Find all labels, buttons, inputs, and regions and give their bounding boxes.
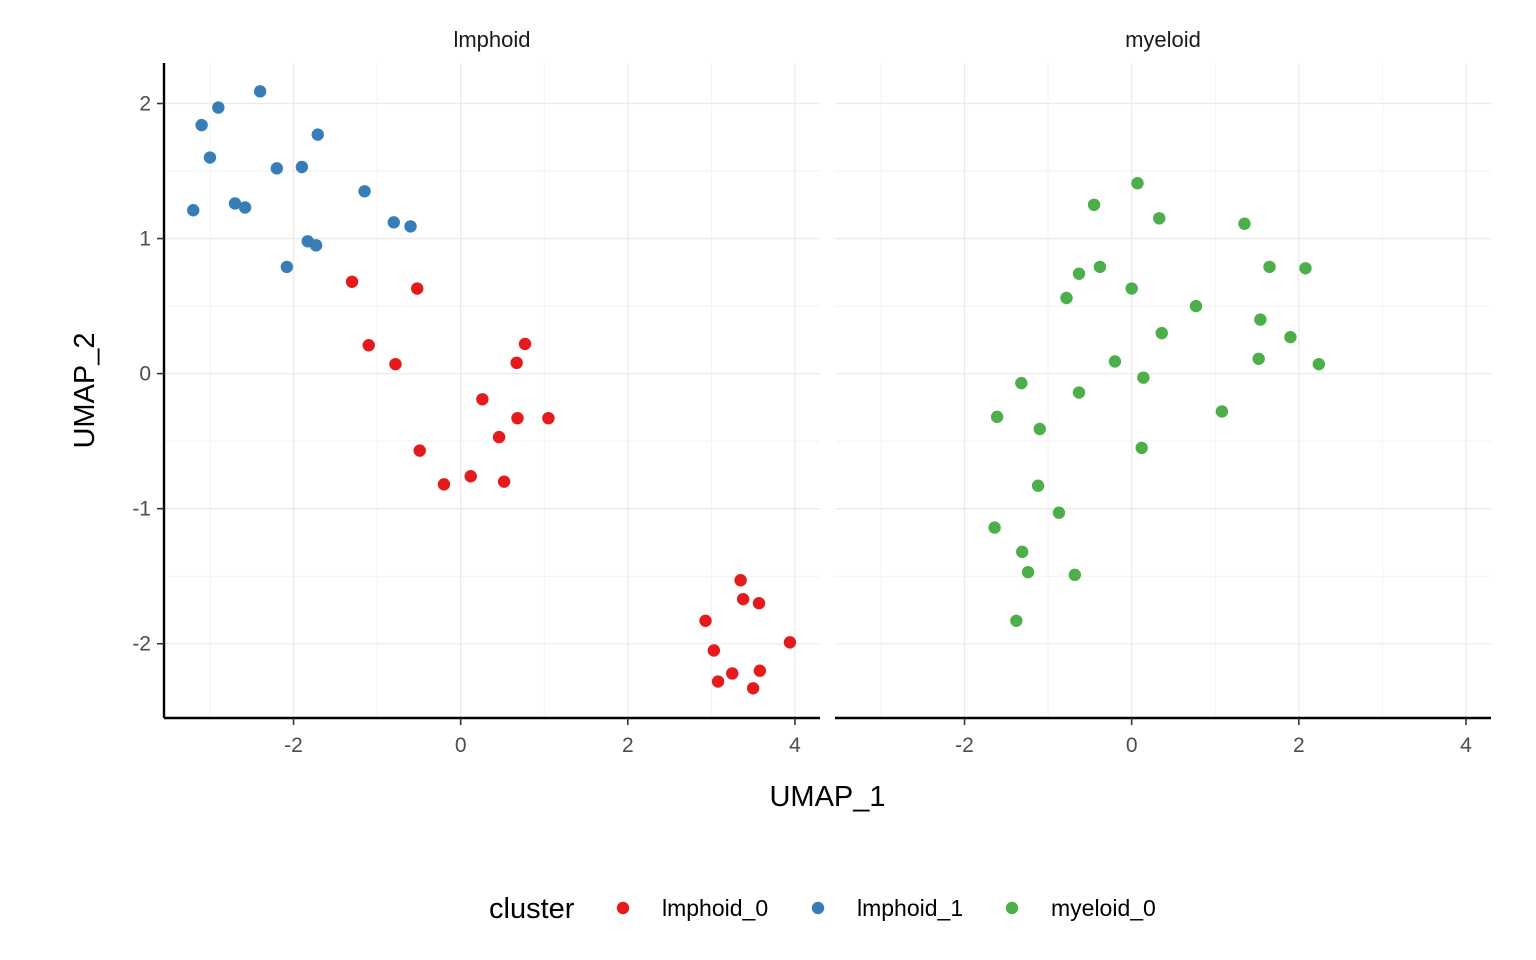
scatter-point-myeloid_0	[1060, 291, 1073, 305]
y-tick-label: 0	[139, 363, 151, 386]
scatter-point-myeloid_0	[1215, 405, 1229, 418]
legend-key-lmphoid_0	[616, 901, 630, 915]
scatter-point-lmphoid_1	[187, 204, 200, 217]
y-tick-label: 2	[139, 93, 151, 116]
scatter-point-lmphoid_1	[253, 85, 267, 98]
scatter-point-lmphoid_0	[362, 339, 375, 352]
scatter-point-lmphoid_0	[476, 393, 489, 406]
scatter-point-lmphoid_0	[542, 411, 555, 425]
scatter-point-lmphoid_1	[309, 239, 323, 252]
scatter-point-lmphoid_1	[358, 185, 371, 198]
scatter-point-lmphoid_0	[734, 574, 747, 587]
scatter-point-lmphoid_0	[707, 644, 721, 657]
legend-label: myeloid_0	[1051, 895, 1156, 921]
facet-strip-label: lmphoid	[453, 27, 530, 52]
legend-label: lmphoid_0	[662, 895, 768, 921]
x-tick-label: 4	[789, 734, 801, 757]
scatter-point-myeloid_0	[1021, 565, 1035, 579]
x-tick-label: -2	[284, 734, 303, 757]
scatter-point-myeloid_0	[1312, 357, 1326, 371]
scatter-point-myeloid_0	[1015, 376, 1028, 390]
scatter-point-myeloid_0	[1254, 313, 1267, 326]
scatter-point-myeloid_0	[1263, 260, 1276, 274]
scatter-point-lmphoid_1	[228, 197, 242, 210]
scatter-point-lmphoid_1	[311, 128, 324, 141]
scatter-point-lmphoid_0	[437, 478, 451, 491]
x-tick-label: 0	[455, 734, 467, 757]
scatter-point-myeloid_0	[1153, 212, 1166, 225]
scatter-point-lmphoid_1	[270, 162, 284, 175]
x-tick-label: -2	[955, 734, 974, 757]
scatter-point-myeloid_0	[1252, 352, 1265, 365]
legend-key-lmphoid_1	[811, 901, 825, 915]
scatter-point-lmphoid_0	[783, 636, 797, 649]
scatter-point-myeloid_0	[1015, 545, 1029, 559]
scatter-point-lmphoid_0	[711, 675, 725, 688]
x-tick-label: 2	[622, 734, 634, 757]
legend-key-myeloid_0	[1005, 901, 1019, 915]
x-tick-label: 2	[1293, 734, 1305, 757]
scatter-point-lmphoid_1	[404, 220, 417, 233]
scatter-point-lmphoid_0	[518, 337, 532, 351]
y-tick-label: -1	[132, 498, 151, 521]
scatter-point-myeloid_0	[1052, 506, 1066, 519]
scatter-point-myeloid_0	[1125, 282, 1138, 295]
y-axis-title: UMAP_2	[69, 332, 101, 448]
y-tick-label: 1	[139, 228, 151, 251]
y-tick-label: -2	[132, 633, 151, 656]
scatter-point-lmphoid_0	[345, 275, 359, 288]
scatter-point-myeloid_0	[1033, 422, 1046, 436]
scatter-point-lmphoid_0	[752, 597, 766, 610]
scatter-point-myeloid_0	[1155, 326, 1168, 340]
scatter-point-lmphoid_1	[387, 216, 401, 229]
x-tick-label: 4	[1460, 734, 1472, 757]
scatter-point-myeloid_0	[1131, 176, 1144, 190]
x-axis-title: UMAP_1	[769, 781, 885, 813]
scatter-point-lmphoid_0	[753, 664, 767, 677]
scatter-point-lmphoid_0	[413, 444, 426, 457]
scatter-point-lmphoid_1	[238, 201, 252, 214]
scatter-point-myeloid_0	[1135, 441, 1148, 455]
scatter-point-lmphoid_0	[464, 470, 477, 483]
scatter-point-lmphoid_0	[497, 475, 511, 488]
scatter-point-myeloid_0	[1072, 267, 1086, 280]
scatter-point-lmphoid_0	[510, 356, 523, 370]
scatter-point-myeloid_0	[988, 521, 1001, 534]
scatter-point-myeloid_0	[1072, 386, 1086, 399]
scatter-point-lmphoid_0	[726, 667, 739, 680]
scatter-point-lmphoid_1	[295, 160, 309, 174]
scatter-point-myeloid_0	[1108, 355, 1122, 368]
scatter-point-myeloid_0	[1093, 260, 1107, 274]
facet-strip-label: myeloid	[1125, 27, 1201, 52]
legend-title: cluster	[489, 893, 575, 925]
scatter-point-myeloid_0	[1137, 371, 1150, 384]
scatter-point-myeloid_0	[1238, 217, 1251, 230]
scatter-point-myeloid_0	[1189, 299, 1203, 313]
scatter-point-myeloid_0	[1299, 262, 1312, 275]
scatter-point-lmphoid_0	[411, 282, 424, 295]
scatter-point-lmphoid_0	[746, 682, 760, 695]
scatter-point-myeloid_0	[1284, 330, 1297, 344]
scatter-point-lmphoid_0	[389, 357, 402, 371]
scatter-point-myeloid_0	[990, 410, 1004, 424]
scatter-point-lmphoid_0	[492, 430, 506, 444]
scatter-point-myeloid_0	[1010, 614, 1023, 627]
scatter-point-lmphoid_0	[736, 592, 750, 606]
legend-label: lmphoid_1	[857, 895, 963, 921]
scatter-point-lmphoid_0	[511, 411, 524, 425]
scatter-point-lmphoid_1	[280, 260, 294, 274]
scatter-point-myeloid_0	[1087, 198, 1101, 212]
scatter-point-lmphoid_1	[195, 118, 208, 132]
scatter-point-lmphoid_0	[699, 614, 712, 627]
scatter-point-lmphoid_1	[212, 101, 225, 114]
scatter-point-myeloid_0	[1068, 568, 1082, 582]
scatter-point-myeloid_0	[1031, 479, 1045, 492]
scatter-point-lmphoid_1	[203, 151, 217, 164]
x-tick-label: 0	[1126, 734, 1138, 757]
